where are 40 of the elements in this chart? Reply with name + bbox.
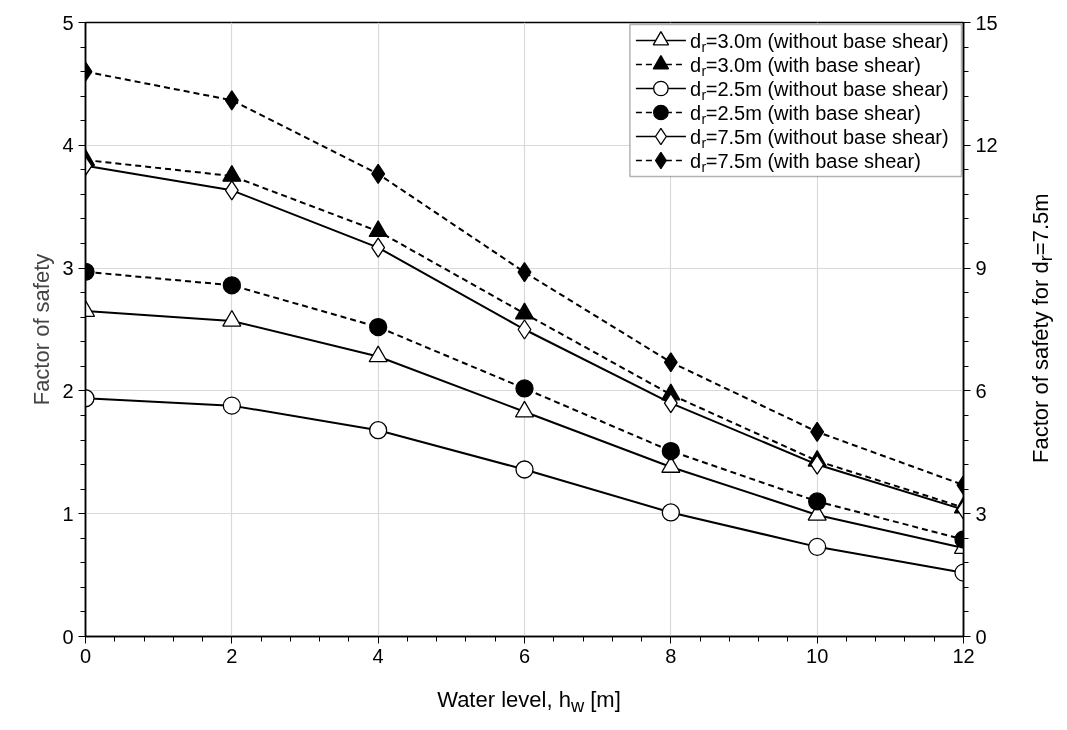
point bbox=[661, 503, 680, 522]
x-tick-label: 2 bbox=[226, 644, 238, 667]
point bbox=[369, 421, 388, 440]
point bbox=[224, 90, 239, 111]
x-tick-label: 6 bbox=[518, 644, 531, 667]
y-tick-label: 2 bbox=[62, 379, 74, 402]
point bbox=[810, 421, 825, 442]
point bbox=[810, 454, 825, 475]
y2-tick-label: 3 bbox=[975, 502, 987, 525]
point bbox=[663, 352, 678, 373]
x-tick-label: 4 bbox=[372, 644, 384, 667]
point bbox=[224, 180, 239, 201]
y2-tick-label: 15 bbox=[975, 11, 998, 34]
x-axis-title: Water level, h$_{w}$ [m] bbox=[437, 686, 621, 719]
y-tick-label: 0 bbox=[62, 625, 74, 648]
point bbox=[517, 319, 532, 340]
x-tick-label: 10 bbox=[806, 644, 829, 667]
y-tick-label: 3 bbox=[62, 257, 74, 280]
y2-tick-label: 0 bbox=[975, 625, 987, 648]
point bbox=[515, 379, 534, 398]
point bbox=[663, 393, 678, 414]
point bbox=[514, 400, 535, 418]
y-tick-label: 5 bbox=[62, 11, 74, 34]
point bbox=[368, 220, 388, 238]
y2-tick-label: 12 bbox=[975, 134, 998, 157]
point bbox=[661, 441, 680, 461]
point bbox=[514, 302, 535, 320]
y-axis-title: Factor of safety bbox=[29, 253, 55, 406]
y2-tick-label: 6 bbox=[975, 379, 987, 402]
x-tick-label: 0 bbox=[79, 644, 92, 667]
point bbox=[371, 237, 386, 258]
point bbox=[515, 460, 534, 479]
x-tick-label: 8 bbox=[665, 644, 677, 667]
x-tick-label: 12 bbox=[952, 644, 975, 667]
y-tick-label: 4 bbox=[62, 134, 74, 157]
y2-tick-label: 9 bbox=[975, 257, 987, 280]
y-tick-label: 1 bbox=[62, 502, 74, 525]
point bbox=[517, 262, 532, 283]
point bbox=[368, 345, 388, 363]
point bbox=[369, 317, 388, 337]
